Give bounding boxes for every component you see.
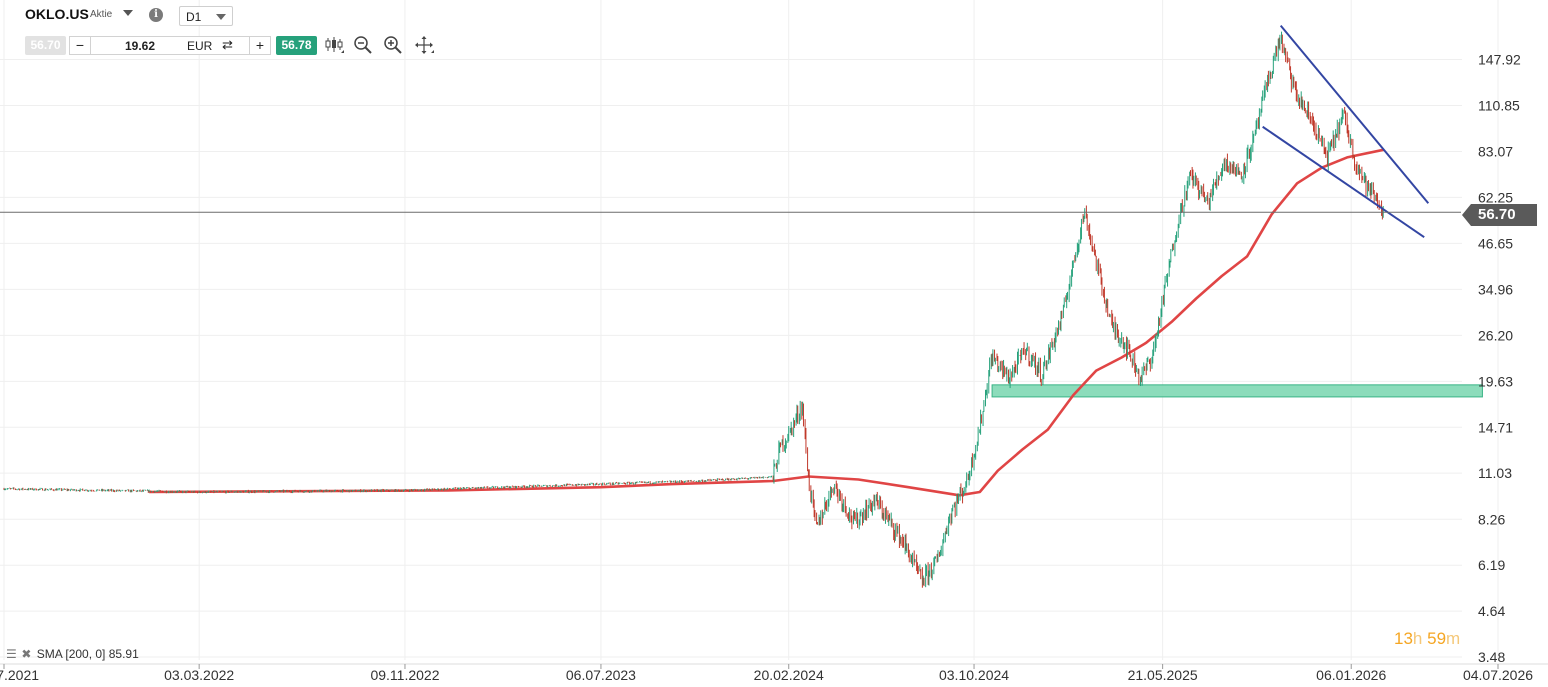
info-icon[interactable]: i [149,8,163,22]
candle-countdown: 13h 59m [1394,629,1460,649]
price-tick-label: 3.48 [1478,649,1505,665]
price-tick-label: 4.64 [1478,603,1505,619]
increase-quantity-button[interactable]: + [249,37,270,54]
timeframe-select[interactable]: D1 [179,6,233,26]
price-tick-label: 34.96 [1478,281,1513,297]
sma-200-line[interactable] [149,148,1385,497]
close-icon[interactable]: ✖ [21,647,32,661]
countdown-hours-unit: h [1412,629,1423,648]
time-tick-label: 09.11.2022 [370,667,439,683]
countdown-minutes: 59 [1427,629,1447,648]
price-tick-label: 147.92 [1478,52,1521,68]
time-tick-label: 21.05.2025 [1128,667,1198,683]
quantity-currency: EUR [187,39,213,53]
support-zone[interactable] [991,384,1483,398]
time-axis: 08.07.2021 03.03.2022 09.11.2022 06.07.2023… [0,663,1548,683]
chart-header: OKLO.US Aktie i D1 56.70 − 19.62 EUR ⇄ +… [0,0,1548,60]
time-tick-label: 06.01.2026 [1316,667,1386,683]
time-tick-label: 20.02.2024 [754,667,824,683]
price-tick-label: 26.20 [1478,327,1513,343]
symbol-name[interactable]: OKLO.US [25,6,89,22]
time-tick-label: 03.03.2022 [164,667,234,683]
candlestick-type-icon[interactable] [324,35,344,55]
trendlines-layer [1262,24,1430,239]
sma-legend-text: SMA [200, 0] 85.91 [36,647,139,661]
time-tick-label: 03.10.2024 [939,667,1009,683]
zoom-in-icon[interactable] [383,35,403,55]
trendline[interactable] [1262,125,1425,239]
time-tick-label: 08.07.2021 [0,667,39,683]
time-tick-label: 06.07.2023 [566,667,636,683]
timeframe-value: D1 [186,10,202,24]
price-tick-label: 110.85 [1478,97,1520,113]
price-tick-label: 19.63 [1478,373,1513,389]
sma-200-layer [149,148,1385,497]
menu-icon[interactable]: ☰ [6,647,17,661]
countdown-hours: 13 [1394,629,1413,648]
price-tick-label: 83.07 [1478,143,1513,159]
current-price-value: 56.70 [1478,206,1516,223]
price-tick-label: 62.25 [1478,189,1513,205]
price-tick-label: 46.65 [1478,235,1513,251]
countdown-minutes-unit: m [1446,629,1461,648]
trendline[interactable] [1279,24,1430,204]
price-axis: 147.92 110.85 83.07 62.25 46.65 34.96 26.20 19.… [1478,52,1521,666]
quantity-value[interactable]: 19.62 [125,39,156,53]
price-tick-label: 14.71 [1478,419,1513,435]
price-tick-label: 8.26 [1478,511,1505,527]
chevron-down-icon [216,14,226,20]
current-price-tag: 56.70 [1462,204,1537,226]
symbol-dropdown-icon[interactable] [123,10,133,16]
decrease-quantity-button[interactable]: − [70,37,91,54]
price-tick-label: 11.03 [1478,465,1512,481]
support-zone-layer [991,384,1483,398]
pan-move-icon[interactable] [414,35,434,55]
time-tick-label: 04.07.2026 [1463,667,1533,683]
quantity-stepper[interactable]: − 19.62 EUR ⇄ + [69,36,271,55]
instrument-type: Aktie [90,9,113,20]
sma-legend: ☰ ✖ SMA [200, 0] 85.91 [6,647,139,661]
swap-units-icon[interactable]: ⇄ [222,37,233,52]
sell-button[interactable]: 56.70 [25,36,66,55]
zoom-out-icon[interactable] [353,35,373,55]
chart-grid [0,0,1499,660]
candles-layer [3,31,1384,588]
price-tick-label: 6.19 [1478,557,1505,573]
buy-button[interactable]: 56.78 [276,36,317,55]
